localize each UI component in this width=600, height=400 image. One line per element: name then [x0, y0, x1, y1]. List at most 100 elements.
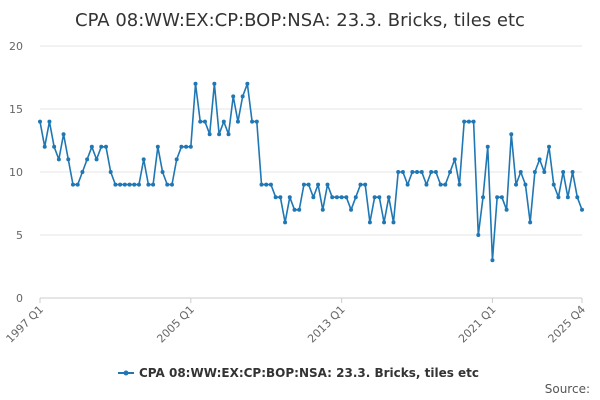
data-point[interactable] — [528, 220, 533, 225]
data-point[interactable] — [443, 182, 448, 187]
data-point[interactable] — [231, 94, 236, 99]
data-point[interactable] — [424, 182, 429, 187]
data-point[interactable] — [471, 119, 476, 124]
data-point[interactable] — [278, 195, 283, 200]
data-point[interactable] — [509, 132, 514, 137]
data-point[interactable] — [457, 182, 462, 187]
legend[interactable]: CPA 08:WW:EX:CP:BOP:NSA: 23.3. Bricks, t… — [118, 366, 479, 380]
data-point[interactable] — [226, 132, 231, 137]
data-point[interactable] — [400, 170, 405, 174]
data-point[interactable] — [292, 207, 297, 212]
data-point[interactable] — [264, 182, 269, 187]
data-point[interactable] — [518, 170, 523, 174]
data-point[interactable] — [570, 170, 575, 174]
data-point[interactable] — [273, 195, 278, 200]
data-point[interactable] — [514, 182, 519, 187]
data-point[interactable] — [61, 132, 66, 137]
data-point[interactable] — [466, 119, 471, 124]
data-point[interactable] — [504, 207, 509, 212]
data-point[interactable] — [547, 144, 552, 149]
data-point[interactable] — [207, 132, 212, 137]
data-point[interactable] — [99, 144, 104, 149]
data-point[interactable] — [372, 195, 377, 200]
data-point[interactable] — [565, 195, 570, 200]
data-point[interactable] — [70, 182, 75, 187]
data-point[interactable] — [382, 220, 387, 225]
data-point[interactable] — [556, 195, 561, 200]
data-point[interactable] — [108, 170, 113, 174]
data-point[interactable] — [396, 170, 401, 174]
data-point[interactable] — [287, 195, 292, 200]
data-point[interactable] — [542, 170, 547, 174]
data-point[interactable] — [212, 81, 217, 86]
data-point[interactable] — [415, 170, 420, 174]
data-point[interactable] — [188, 144, 193, 149]
data-point[interactable] — [311, 195, 316, 200]
data-point[interactable] — [485, 144, 490, 149]
data-point[interactable] — [118, 182, 123, 187]
data-point[interactable] — [155, 144, 160, 149]
data-point[interactable] — [217, 132, 222, 137]
data-point[interactable] — [481, 195, 486, 200]
data-point[interactable] — [259, 182, 264, 187]
data-point[interactable] — [386, 195, 391, 200]
data-point[interactable] — [377, 195, 382, 200]
data-point[interactable] — [410, 170, 415, 174]
data-point[interactable] — [405, 182, 410, 187]
data-point[interactable] — [476, 233, 481, 237]
data-point[interactable] — [136, 182, 141, 187]
data-point[interactable] — [575, 195, 580, 200]
data-point[interactable] — [47, 119, 52, 124]
data-point[interactable] — [202, 119, 207, 124]
data-point[interactable] — [151, 182, 156, 187]
data-point[interactable] — [320, 207, 325, 212]
data-point[interactable] — [495, 195, 500, 200]
data-point[interactable] — [250, 119, 255, 124]
data-point[interactable] — [349, 207, 354, 212]
data-point[interactable] — [523, 182, 528, 187]
data-point[interactable] — [169, 182, 174, 187]
data-point[interactable] — [330, 195, 335, 200]
data-point[interactable] — [141, 157, 146, 162]
data-point[interactable] — [367, 220, 372, 225]
data-point[interactable] — [344, 195, 349, 200]
data-point[interactable] — [363, 182, 368, 187]
data-point[interactable] — [235, 119, 240, 124]
data-point[interactable] — [160, 170, 165, 174]
data-point[interactable] — [499, 195, 504, 200]
data-point[interactable] — [419, 170, 424, 174]
data-point[interactable] — [301, 182, 306, 187]
data-point[interactable] — [221, 119, 226, 124]
data-point[interactable] — [146, 182, 151, 187]
data-point[interactable] — [174, 157, 179, 162]
data-point[interactable] — [334, 195, 339, 200]
data-point[interactable] — [38, 119, 42, 124]
data-point[interactable] — [448, 170, 453, 174]
data-point[interactable] — [85, 157, 90, 162]
data-point[interactable] — [353, 195, 358, 200]
data-point[interactable] — [94, 157, 99, 162]
data-point[interactable] — [52, 144, 57, 149]
data-point[interactable] — [184, 144, 189, 149]
data-point[interactable] — [66, 157, 71, 162]
data-point[interactable] — [254, 119, 259, 124]
data-point[interactable] — [532, 170, 537, 174]
data-point[interactable] — [198, 119, 203, 124]
data-point[interactable] — [438, 182, 443, 187]
data-point[interactable] — [551, 182, 556, 187]
data-point[interactable] — [429, 170, 434, 174]
data-point[interactable] — [240, 94, 245, 99]
data-point[interactable] — [127, 182, 132, 187]
data-point[interactable] — [283, 220, 288, 225]
data-point[interactable] — [325, 182, 330, 187]
data-point[interactable] — [56, 157, 61, 162]
data-point[interactable] — [358, 182, 363, 187]
data-point[interactable] — [316, 182, 321, 187]
data-point[interactable] — [452, 157, 457, 162]
data-point[interactable] — [75, 182, 80, 187]
data-point[interactable] — [122, 182, 127, 187]
data-point[interactable] — [89, 144, 94, 149]
data-point[interactable] — [103, 144, 108, 149]
data-point[interactable] — [490, 258, 495, 263]
data-point[interactable] — [339, 195, 344, 200]
